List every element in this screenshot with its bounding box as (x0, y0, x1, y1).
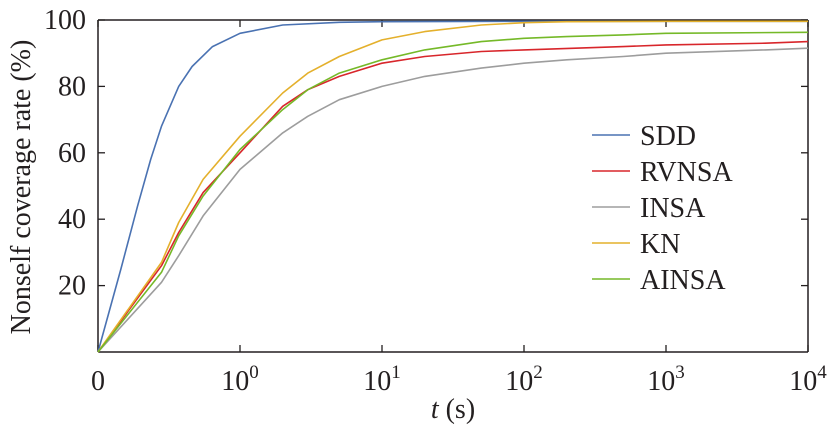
y-tick-label: 60 (58, 138, 86, 169)
x-tick-exponent: 3 (675, 362, 685, 383)
y-tick-label: 80 (58, 71, 86, 102)
legend-label-ainsa: AINSA (640, 265, 726, 296)
x-axis-variable: t (431, 394, 440, 425)
x-tick-label: 104 (789, 362, 827, 397)
legend-label-insa: INSA (640, 193, 706, 224)
x-tick-base: 10 (363, 366, 391, 397)
series-layer (97, 20, 809, 353)
x-tick-label: 103 (647, 362, 685, 397)
x-tick-base: 10 (789, 366, 817, 397)
y-tick-label: 100 (44, 5, 86, 36)
series-line-ainsa (97, 31, 809, 353)
series-line-rvnsa (97, 40, 809, 353)
legend: SDD RVNSA INSA KN AINSA (592, 121, 733, 296)
x-tick-label: 101 (363, 362, 401, 397)
legend-label-sdd: SDD (640, 121, 696, 152)
x-tick-exponent: 1 (391, 362, 401, 383)
series-line-insa (97, 47, 809, 353)
series-line-sdd (97, 20, 808, 353)
x-tick-base: 10 (647, 366, 675, 397)
x-tick-label: 0 (91, 366, 105, 397)
legend-label-rvnsa: RVNSA (640, 157, 733, 188)
x-tick-base: 0 (91, 366, 105, 397)
x-tick-label: 102 (505, 362, 543, 397)
x-tick-exponent: 0 (249, 362, 259, 383)
axes (97, 19, 809, 353)
y-tick-label: 20 (58, 271, 86, 302)
x-tick-exponent: 2 (533, 362, 543, 383)
y-axis-label: Nonself coverage rate (%) (6, 40, 37, 335)
y-tick-label: 40 (58, 204, 86, 235)
x-axis-label: t (s) (431, 394, 475, 425)
x-tick-base: 10 (221, 366, 249, 397)
x-axis-unit: (s) (439, 394, 476, 425)
series-line-kn (97, 20, 808, 353)
x-tick-label: 100 (221, 362, 259, 397)
legend-label-kn: KN (640, 229, 680, 260)
x-tick-base: 10 (505, 366, 533, 397)
x-tick-exponent: 4 (817, 362, 827, 383)
